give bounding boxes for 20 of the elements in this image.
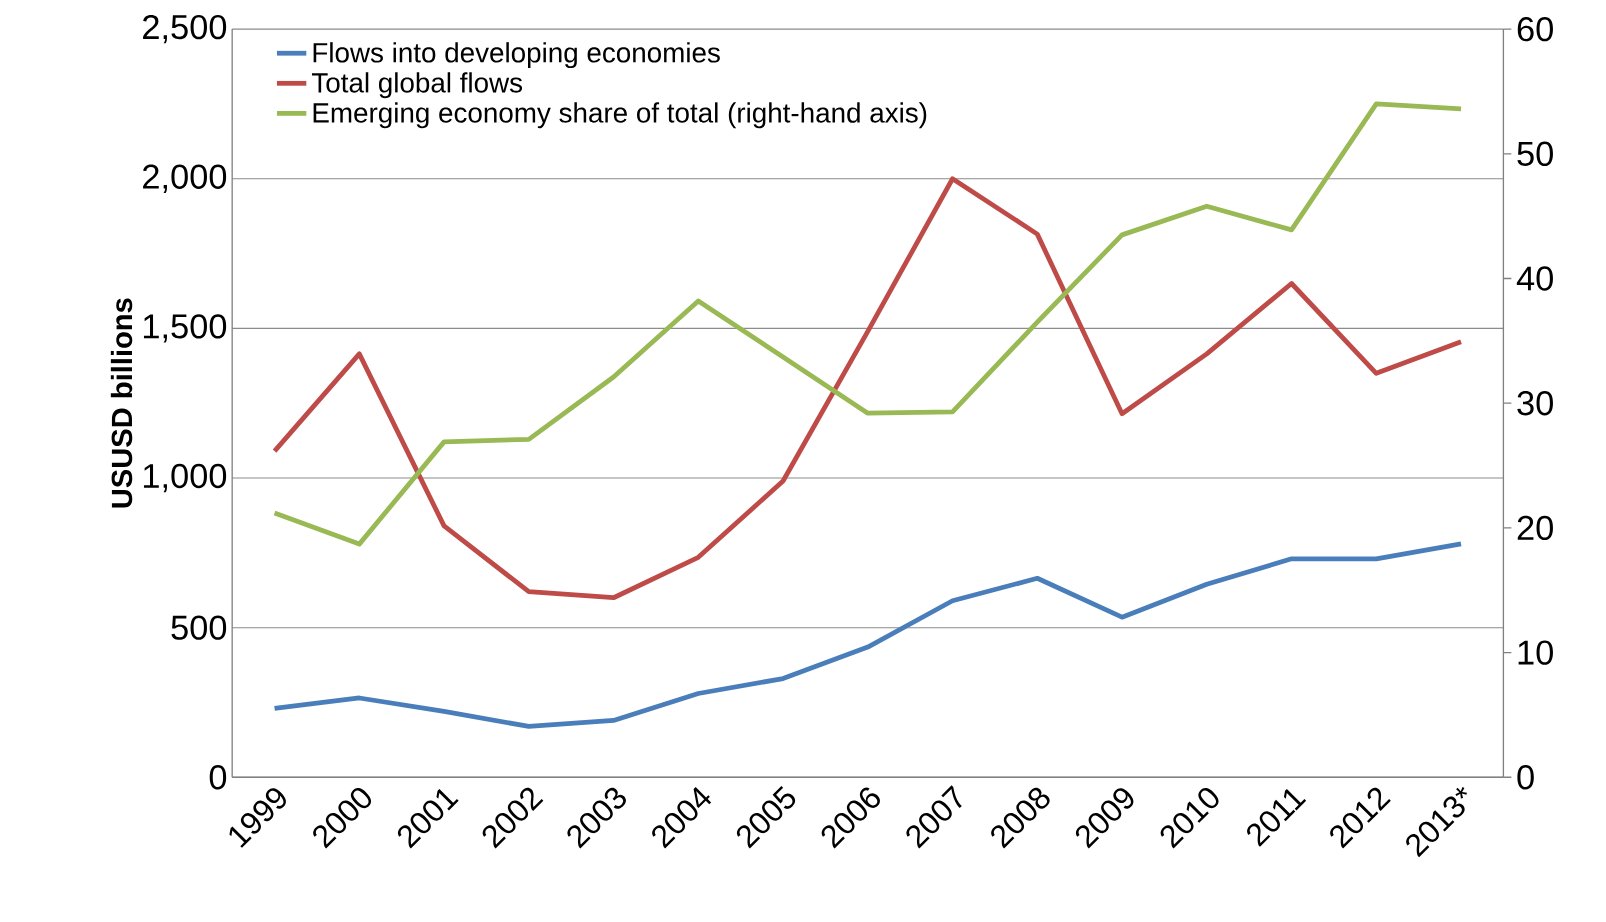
- y2-tick-label: 10: [1518, 640, 1553, 665]
- line-series: [272, 101, 1464, 547]
- legend-label: Emerging economy share of total (right-hand axis): [313, 102, 927, 129]
- y2-tick-label: 20: [1517, 515, 1553, 541]
- y2-tick-label: 60: [1517, 17, 1553, 42]
- line-series: [272, 176, 1464, 601]
- y-axis-title: USUSD billions: [110, 298, 133, 508]
- y2-tick-label: 30: [1517, 391, 1553, 416]
- y-tick-label: 0: [209, 765, 227, 790]
- y-tick-label: 2,500: [143, 15, 227, 44]
- y2-tick-label: 0: [1517, 765, 1534, 790]
- line-series: [272, 541, 1464, 729]
- y-tick-label: 1,000: [143, 463, 227, 493]
- y-tick-label: 500: [171, 615, 227, 641]
- legend-label: Flows into developing economies: [313, 42, 720, 69]
- legend-label: Total global flows: [311, 72, 523, 99]
- y-tick-label: 1,500: [143, 314, 227, 343]
- y-tick-label: 2,000: [143, 164, 227, 194]
- y2-tick-label: 50: [1517, 141, 1553, 167]
- y2-tick-label: 40: [1516, 266, 1553, 291]
